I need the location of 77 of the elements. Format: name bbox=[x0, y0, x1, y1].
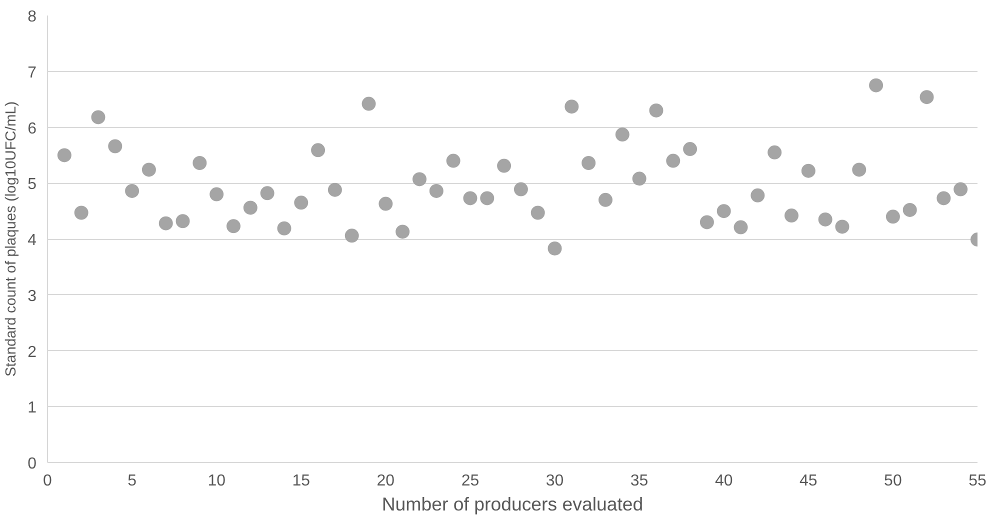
point bbox=[666, 154, 680, 168]
point bbox=[344, 228, 359, 243]
point bbox=[480, 191, 494, 206]
y-tick-label: 6 bbox=[28, 120, 37, 138]
x-tick-label: 30 bbox=[546, 472, 564, 490]
point bbox=[294, 196, 308, 210]
point bbox=[869, 78, 884, 92]
point bbox=[632, 172, 646, 186]
point bbox=[852, 162, 866, 177]
point bbox=[277, 221, 292, 236]
x-tick-label: 10 bbox=[208, 472, 226, 490]
point bbox=[378, 196, 393, 211]
point bbox=[57, 148, 72, 162]
x-tick-label: 55 bbox=[968, 472, 986, 490]
x-axis-title: Number of producers evaluated bbox=[382, 494, 644, 514]
x-tick-label: 35 bbox=[630, 472, 648, 490]
point bbox=[192, 156, 207, 170]
point bbox=[446, 154, 460, 168]
x-tick-label: 45 bbox=[800, 472, 818, 490]
y-tick-label: 7 bbox=[28, 64, 37, 82]
point bbox=[954, 182, 968, 196]
point bbox=[582, 156, 596, 170]
point bbox=[801, 164, 816, 178]
point bbox=[598, 192, 612, 207]
x-tick-label: 5 bbox=[128, 472, 137, 490]
point bbox=[243, 200, 258, 215]
point bbox=[463, 191, 478, 206]
point bbox=[74, 206, 88, 220]
point bbox=[700, 215, 714, 230]
y-tick-label: 0 bbox=[28, 456, 37, 472]
point bbox=[362, 96, 376, 111]
y-tick-label: 8 bbox=[28, 8, 37, 26]
point bbox=[750, 188, 765, 202]
point bbox=[902, 202, 917, 217]
point bbox=[226, 219, 240, 234]
point bbox=[936, 191, 951, 206]
y-tick-label: 2 bbox=[28, 344, 37, 361]
point bbox=[210, 187, 224, 202]
point bbox=[158, 216, 173, 230]
point bbox=[311, 143, 326, 158]
y-tick-label: 3 bbox=[28, 288, 37, 305]
y-tick-label: 1 bbox=[28, 400, 37, 417]
point bbox=[615, 128, 630, 142]
point bbox=[514, 182, 528, 196]
point bbox=[818, 212, 832, 226]
y-axis-title: Standard count of plaques (log10UFC/mL) bbox=[4, 101, 20, 377]
x-tick-label: 50 bbox=[884, 472, 902, 490]
x-tick-label: 20 bbox=[376, 472, 395, 490]
point bbox=[260, 186, 274, 200]
point bbox=[176, 214, 190, 228]
point bbox=[649, 104, 664, 118]
point bbox=[497, 158, 512, 173]
point bbox=[886, 210, 900, 224]
point bbox=[564, 100, 579, 114]
x-tick-label: 40 bbox=[714, 472, 733, 490]
x-tick-label: 15 bbox=[292, 472, 310, 490]
point bbox=[683, 142, 698, 156]
point bbox=[142, 162, 156, 177]
x-tick-label: 25 bbox=[461, 472, 480, 490]
point bbox=[784, 208, 798, 223]
point bbox=[768, 145, 782, 160]
point bbox=[548, 242, 562, 256]
point bbox=[835, 220, 850, 234]
point bbox=[328, 182, 342, 197]
y-tick-label: 4 bbox=[28, 232, 37, 249]
x-tick-label: 0 bbox=[43, 472, 52, 490]
point bbox=[108, 139, 122, 154]
point bbox=[396, 224, 410, 239]
point bbox=[91, 110, 106, 124]
point bbox=[716, 204, 731, 218]
point bbox=[734, 220, 748, 234]
point bbox=[530, 206, 545, 220]
point bbox=[920, 90, 934, 104]
point bbox=[412, 172, 426, 186]
y-tick-label: 5 bbox=[28, 176, 37, 194]
point bbox=[125, 184, 140, 198]
point bbox=[429, 184, 444, 198]
